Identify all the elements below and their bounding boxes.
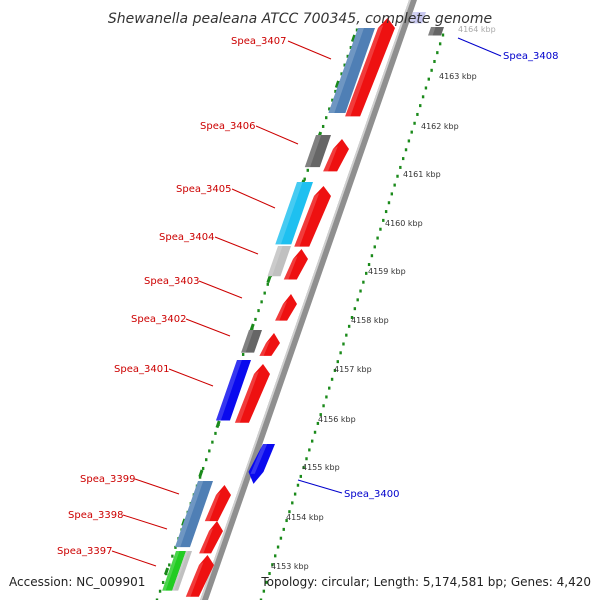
cog-box-spea-3408: [428, 27, 444, 36]
gene-label-spea-3404[interactable]: Spea_3404: [159, 232, 214, 243]
gene-spea-3402: [259, 333, 280, 356]
gene-spea-3404: [283, 249, 308, 280]
leader-spea-3397: [111, 550, 157, 567]
cog-box-spea-3405: [275, 182, 313, 245]
leader-spea-3407: [287, 40, 332, 60]
gene-label-spea-3401[interactable]: Spea_3401: [114, 364, 169, 375]
gene-spea-3397: [185, 555, 214, 597]
axis-tick-labels: 4153 kbp 4154 kbp 4155 kbp 4156 kbp 4157…: [271, 25, 496, 571]
tick-label-4156: 4156 kbp: [318, 415, 356, 424]
cog-box-top: [409, 12, 426, 24]
genome-summary-text: Topology: circular; Length: 5,174,581 bp…: [260, 575, 591, 589]
major-tick-mark: [198, 469, 204, 478]
leader-spea-3403: [198, 280, 243, 299]
tick-label-4163: 4163 kbp: [439, 72, 477, 81]
cog-box-spea-3397: [162, 551, 186, 591]
gene-label-spea-3407[interactable]: Spea_3407: [231, 36, 286, 47]
tick-label-4164: 4164 kbp: [458, 25, 496, 34]
forward-gene-track: [185, 18, 395, 597]
gene-spea-3400: [248, 444, 275, 484]
major-tick-mark: [215, 420, 221, 429]
tick-label-4154: 4154 kbp: [286, 513, 324, 522]
gene-label-spea-3399[interactable]: Spea_3399: [80, 474, 135, 485]
cog-box-spea-3401: [215, 360, 251, 421]
gene-spea-3398: [199, 521, 223, 554]
leader-spea-3401: [168, 368, 214, 387]
gene-label-spea-3403[interactable]: Spea_3403: [144, 276, 199, 287]
gene-labels: Spea_3407 Spea_3406 Spea_3405 Spea_3404 …: [57, 36, 558, 557]
gene-label-spea-3397[interactable]: Spea_3397: [57, 546, 112, 557]
label-leader-lines: [111, 37, 502, 567]
cog-box-spea-3406: [304, 135, 331, 168]
gene-label-spea-3398[interactable]: Spea_3398: [68, 510, 123, 521]
tick-label-4157: 4157 kbp: [334, 365, 372, 374]
gene-label-spea-3400[interactable]: Spea_3400: [344, 489, 399, 500]
gene-spea-3406: [323, 139, 349, 172]
tick-label-4161: 4161 kbp: [403, 170, 441, 179]
right-dot-line: [259, 33, 445, 600]
cog-box-spea-3407: [328, 28, 375, 113]
reverse-gene-track: [248, 444, 275, 484]
leader-spea-3402: [185, 318, 231, 337]
gene-label-spea-3406[interactable]: Spea_3406: [200, 121, 255, 132]
gene-spea-3407: [345, 18, 395, 117]
gene-spea-3399: [204, 485, 231, 522]
leader-spea-3408: [457, 37, 502, 57]
gene-spea-3403: [275, 294, 297, 321]
cog-box-spea-3397b: [172, 551, 192, 591]
leader-spea-3400: [297, 479, 343, 494]
tick-label-4155: 4155 kbp: [302, 463, 340, 472]
tick-label-4153: 4153 kbp: [271, 562, 309, 571]
leader-spea-3405: [231, 188, 276, 209]
major-tick-mark: [249, 323, 255, 332]
cog-box-spea-3402: [241, 330, 262, 353]
accession-text: Accession: NC_009901: [9, 575, 145, 589]
tick-label-4162: 4162 kbp: [421, 122, 459, 131]
tick-label-4159: 4159 kbp: [368, 267, 406, 276]
genome-backbone: [200, 0, 417, 600]
gene-label-spea-3405[interactable]: Spea_3405: [176, 184, 231, 195]
gene-spea-3405: [294, 186, 331, 247]
major-tick-mark: [334, 80, 340, 89]
cog-box-spea-3399: [174, 481, 213, 548]
gene-spea-3401: [234, 364, 270, 423]
major-tick-mark: [350, 34, 357, 43]
gene-label-spea-3402[interactable]: Spea_3402: [131, 314, 186, 325]
cog-box-spea-3404: [267, 246, 291, 277]
tick-label-4160: 4160 kbp: [385, 219, 423, 228]
major-tick-mark: [163, 567, 170, 576]
leader-spea-3398: [122, 514, 168, 530]
leader-spea-3404: [214, 236, 259, 255]
leader-spea-3406: [255, 125, 299, 145]
map-title: Shewanella pealeana ATCC 700345, complet…: [108, 11, 492, 27]
cog-track: [162, 12, 444, 591]
tick-label-4158: 4158 kbp: [351, 316, 389, 325]
leader-spea-3399: [134, 478, 180, 495]
gene-label-spea-3408[interactable]: Spea_3408: [503, 51, 558, 62]
major-tick-mark: [266, 275, 272, 284]
